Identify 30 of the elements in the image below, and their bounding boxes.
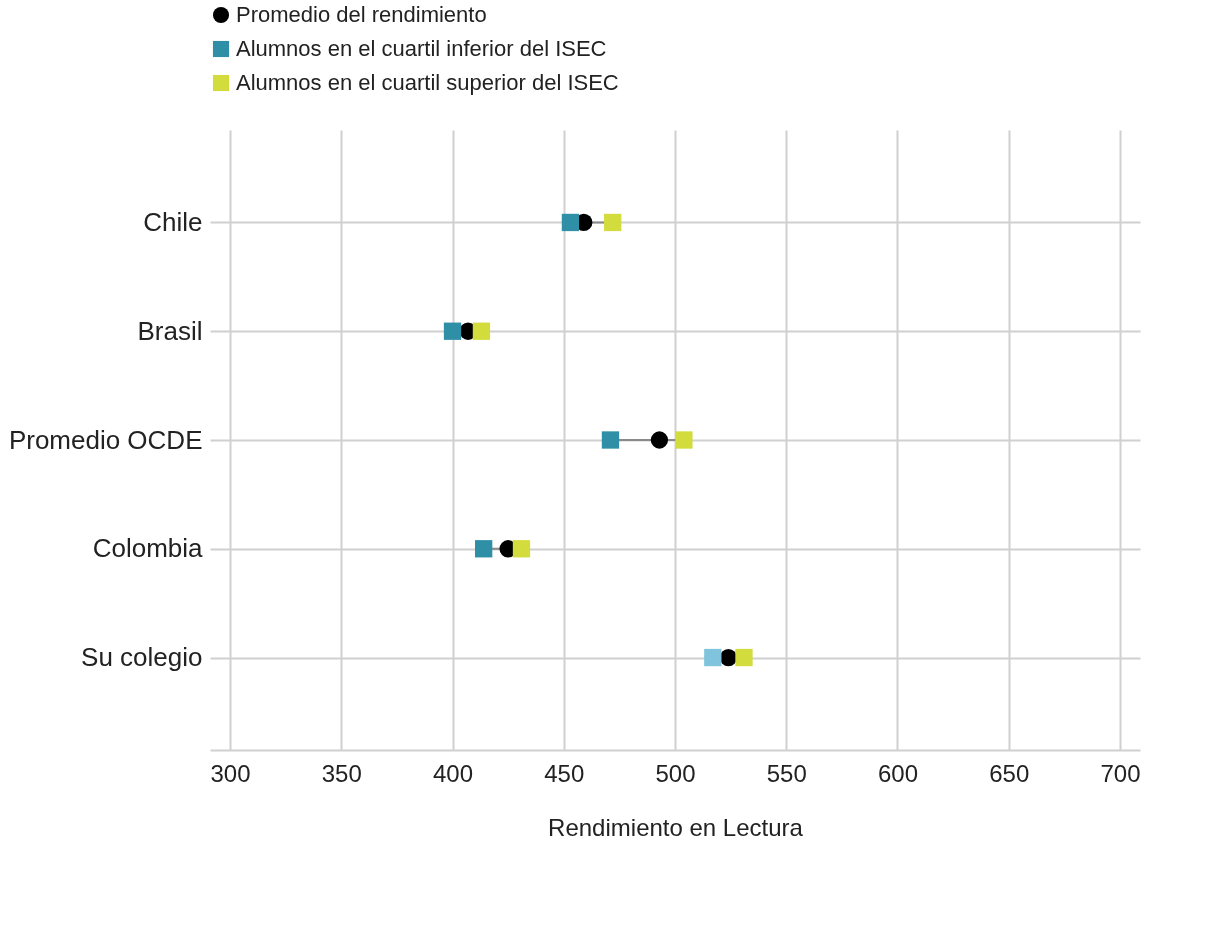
legend-label: Alumnos en el cuartil superior del ISEC xyxy=(236,70,619,95)
x-tick-label: 350 xyxy=(321,759,362,787)
x-tick-label: 400 xyxy=(432,759,474,787)
point xyxy=(472,322,491,340)
y-tick-label: Colombia xyxy=(92,533,204,564)
y-tick-label: Su colegio xyxy=(81,642,203,673)
point xyxy=(443,322,462,340)
x-tick-label: 650 xyxy=(989,759,1030,787)
point xyxy=(704,648,722,667)
point xyxy=(650,431,669,449)
point xyxy=(604,213,622,232)
point xyxy=(675,431,693,449)
y-tick-label: Chile xyxy=(143,206,203,237)
x-tick-label: 550 xyxy=(766,759,807,787)
x-axis-title: Rendimiento en Lectura xyxy=(548,813,804,841)
x-tick-label: 500 xyxy=(655,759,696,787)
x-tick-label: 700 xyxy=(1100,759,1141,787)
point xyxy=(601,431,620,449)
point xyxy=(475,540,493,558)
point xyxy=(735,648,753,667)
y-tick-label: Brasil xyxy=(137,315,203,346)
x-tick-label: 300 xyxy=(210,759,251,787)
y-tick-label: Promedio OCDE xyxy=(8,424,203,455)
point xyxy=(561,213,580,232)
x-tick-label: 450 xyxy=(544,759,585,787)
point xyxy=(719,648,738,667)
x-tick-label: 600 xyxy=(877,759,919,787)
legend-label: Alumnos en el cuartil inferior del ISEC xyxy=(236,36,607,61)
point xyxy=(512,540,531,558)
legend-label: Promedio del rendimiento xyxy=(236,2,487,27)
